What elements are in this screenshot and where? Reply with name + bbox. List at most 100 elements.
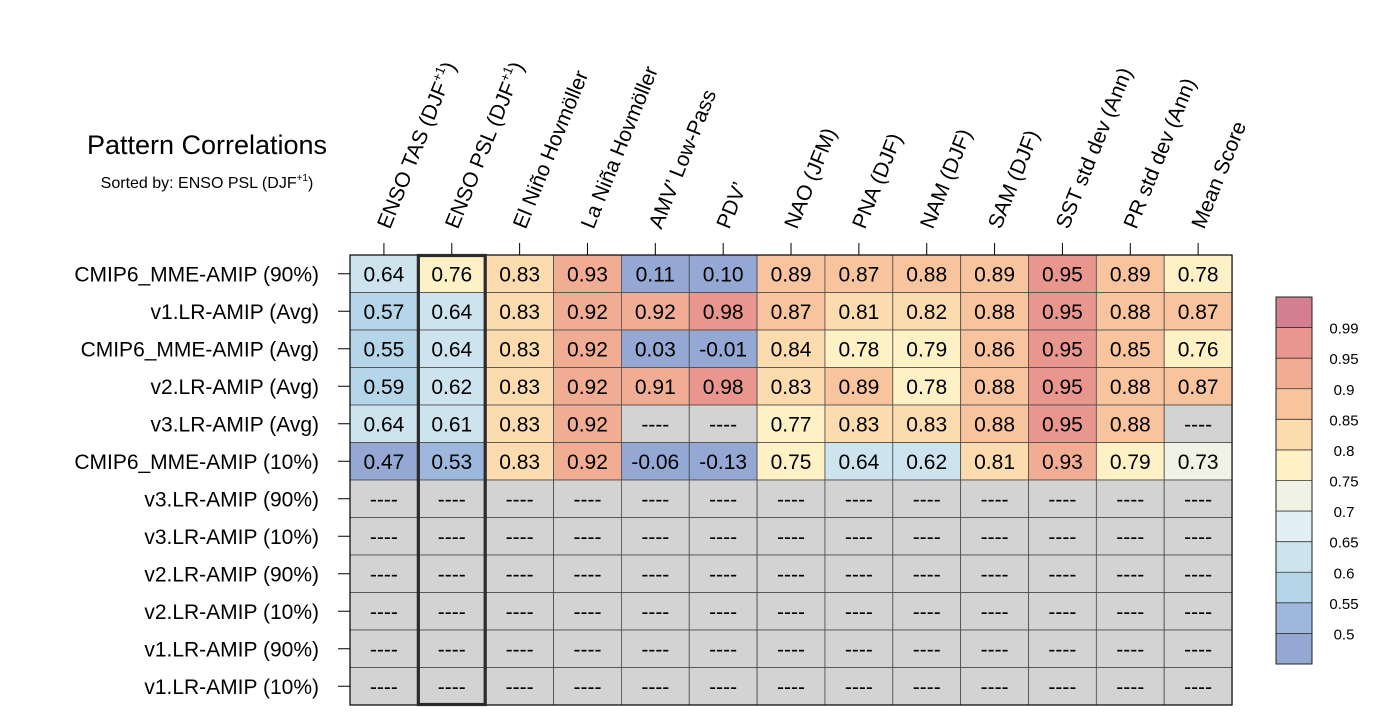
cell-value-label: 0.76	[1178, 338, 1219, 361]
heatmap-cell	[1095, 442, 1165, 481]
cell-value-label: 0.75	[771, 451, 812, 474]
row-label: v2.LR-AMIP (90%)	[144, 563, 319, 586]
cell-value-label: ----	[573, 526, 601, 549]
cell-value-label: ----	[709, 676, 737, 699]
heatmap-cell	[824, 367, 894, 406]
row-label: CMIP6_MME-AMIP (Avg)	[81, 338, 319, 361]
chart-title: Pattern Correlations	[87, 130, 327, 160]
heatmap-cell	[1163, 629, 1233, 668]
cell-value-label: ----	[913, 601, 941, 624]
cell-value-label: ----	[1184, 676, 1212, 699]
heatmap-cell	[553, 367, 622, 406]
heatmap-cell	[553, 479, 622, 518]
cell-value-label: ----	[370, 563, 398, 586]
cell-value-label: ----	[709, 526, 737, 549]
column-header-label: PR std dev (Ann)	[1120, 75, 1201, 232]
colorbar-swatch	[1276, 419, 1312, 450]
heatmap-cell	[1163, 442, 1233, 481]
column-headers: ENSO TAS (DJF+1)ENSO PSL (DJF+1)El Niño …	[373, 59, 1251, 255]
cell-value-label: 0.73	[1178, 451, 1219, 474]
row-label: v1.LR-AMIP (Avg)	[151, 301, 319, 324]
cell-value-label: 0.98	[703, 376, 744, 399]
heatmap-cell	[824, 292, 894, 331]
cell-value-label: ----	[1116, 526, 1144, 549]
cell-value-label: -0.13	[699, 451, 747, 474]
heatmap-cell	[1095, 329, 1165, 368]
heatmap-cell	[485, 442, 554, 481]
column-header-label: Mean Score	[1187, 118, 1251, 232]
cell-value-label: -0.06	[631, 451, 679, 474]
row-label: CMIP6_MME-AMIP (10%)	[74, 451, 319, 474]
cell-value-label: 0.53	[431, 451, 472, 474]
cell-value-label: -0.01	[699, 338, 747, 361]
colorbar-tick-label: 0.8	[1334, 443, 1355, 460]
heatmap-cell	[756, 404, 826, 443]
heatmap-cell	[553, 517, 622, 556]
cell-value-label: ----	[506, 563, 534, 586]
cell-value-label: 0.83	[499, 301, 540, 324]
row-labels: CMIP6_MME-AMIP (90%) v1.LR-AMIP (Avg) CMIP…	[74, 263, 350, 699]
cell-value-label: ----	[506, 488, 534, 511]
colorbar-tick-label: 0.65	[1329, 535, 1358, 552]
heatmap-cell	[960, 254, 1029, 293]
cell-value-label: 0.78	[838, 338, 879, 361]
heatmap-cell	[417, 404, 487, 443]
row-label: v3.LR-AMIP (90%)	[144, 488, 319, 511]
cell-value-label: 0.91	[635, 376, 676, 399]
cell-value-label: 0.93	[567, 263, 608, 286]
cell-value-label: 0.77	[771, 413, 812, 436]
cell-value-label: ----	[1116, 638, 1144, 661]
heatmap-cell	[1095, 367, 1165, 406]
cell-value-label: 0.78	[906, 376, 947, 399]
heatmap-cell	[417, 292, 487, 331]
heatmap-cell	[1095, 404, 1165, 443]
cell-value-label: 0.83	[838, 413, 879, 436]
cell-value-label: 0.59	[363, 376, 404, 399]
heatmap-cell	[621, 254, 690, 293]
heatmap-cell	[756, 254, 826, 293]
heatmap-cell	[892, 517, 962, 556]
row-label: CMIP6_MME-AMIP (90%)	[74, 263, 319, 286]
cell-value-label: 0.92	[635, 301, 676, 324]
cell-value-label: ----	[1184, 526, 1212, 549]
chart-subtitle: Sorted by: ENSO PSL (DJF+1)	[101, 173, 314, 192]
heatmap-cell	[824, 404, 894, 443]
cell-value-label: ----	[438, 601, 466, 624]
cell-value-label: ----	[573, 563, 601, 586]
colorbar-tick-label: 0.9	[1334, 382, 1355, 399]
heatmap-cell	[960, 292, 1029, 331]
cell-value-label: ----	[1184, 601, 1212, 624]
cell-value-label: 0.92	[567, 338, 608, 361]
cell-value-label: 0.87	[771, 301, 812, 324]
cell-value-label: ----	[573, 676, 601, 699]
cell-value-label: 0.84	[771, 338, 812, 361]
heatmap-cell	[417, 667, 487, 706]
cell-value-label: ----	[370, 676, 398, 699]
heatmap-cell	[1095, 479, 1165, 518]
cell-value-label: 0.83	[499, 338, 540, 361]
grid-border	[349, 254, 1233, 706]
heatmap-cell	[553, 254, 622, 293]
heatmap-cell	[892, 404, 962, 443]
cell-value-label: 0.95	[1042, 338, 1083, 361]
column-header-label: SST std dev (Ann)	[1052, 65, 1137, 232]
heatmap-cell	[960, 329, 1029, 368]
heatmap-cell	[960, 554, 1029, 593]
colorbar-swatch	[1276, 358, 1312, 389]
heatmap-cell	[756, 479, 826, 518]
colorbar-swatch	[1276, 388, 1312, 420]
heatmap-cell	[892, 254, 962, 293]
cell-value-label: 0.87	[838, 263, 879, 286]
cell-value-label: 0.95	[1042, 263, 1083, 286]
cell-value-label: 0.88	[906, 263, 947, 286]
heatmap-cell	[621, 517, 690, 556]
heatmap-cell	[1028, 592, 1097, 631]
heatmap-cell	[553, 629, 622, 668]
heatmap-cell	[1163, 554, 1233, 593]
cell-value-label: ----	[438, 526, 466, 549]
heatmap-cell	[960, 629, 1029, 668]
cell-value-label: ----	[981, 563, 1009, 586]
cell-value-label: ----	[709, 563, 737, 586]
colorbar: 0.99 0.95 0.9 0.85 0.8 0.75 0.7 0.65 0.6 0.55 0.5	[1275, 296, 1359, 665]
cell-value-label: ----	[438, 563, 466, 586]
